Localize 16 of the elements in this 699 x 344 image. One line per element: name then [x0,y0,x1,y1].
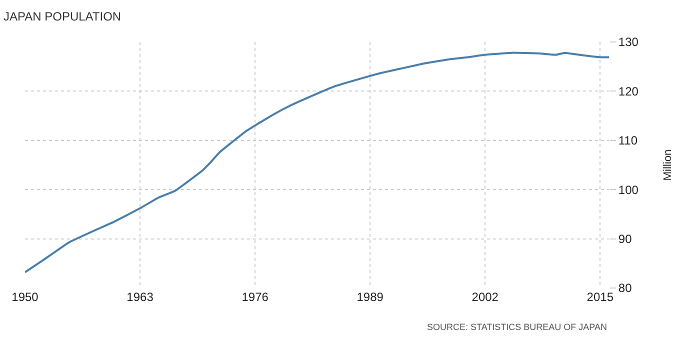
y2-tick-label: 100 [618,182,639,197]
x-tick-label: 1989 [356,290,384,304]
x-tick-label: 1963 [126,290,154,304]
y2-tick-label: 80 [618,281,632,296]
y2-tick-label: 130 [618,35,639,50]
y2-axis-title: Million [662,149,674,181]
y2-tick-label: 90 [618,232,632,246]
source-note: SOURCE: STATISTICS BUREAU OF JAPAN [427,322,608,332]
x-tick-label: 2002 [472,290,499,304]
y2-tick-label: 120 [618,84,639,98]
chart-title: JAPAN POPULATION [3,9,122,24]
y2-tick-label: 110 [618,134,638,148]
x-tick-label: 1976 [242,290,269,304]
x-tick-label: 1950 [12,290,39,304]
x-tick-label: 2015 [586,290,614,304]
line-series [25,52,609,274]
